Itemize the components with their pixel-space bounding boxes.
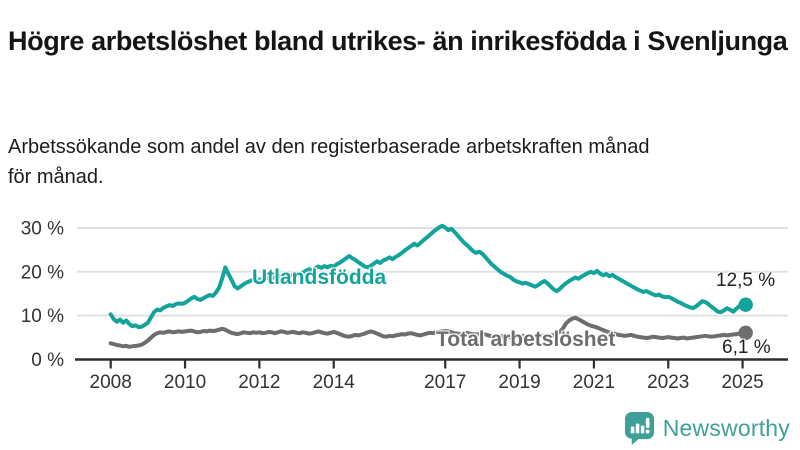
- end-value-label-total: 6,1 %: [722, 337, 771, 358]
- y-tick-label: 30 %: [21, 218, 64, 239]
- line-total-arbetsloshet: [108, 315, 748, 349]
- bar-chart-speech-bubble-icon: [624, 412, 654, 445]
- page-title: Högre arbetslöshet bland utrikes- än inr…: [8, 26, 788, 57]
- end-dot-utlandsfodda: [738, 297, 753, 312]
- x-tick-label: 2010: [164, 372, 206, 393]
- newsworthy-logo-text: Newsworthy: [662, 414, 790, 441]
- y-tick-label: 20 %: [21, 262, 64, 283]
- x-tick-label: 2019: [498, 372, 540, 393]
- end-value-label-utlandsfodda: 12,5 %: [716, 270, 776, 291]
- end-dot-total: [738, 325, 753, 340]
- line-utlandsfodda: [108, 223, 748, 330]
- x-tick-label: 2008: [90, 372, 132, 393]
- series-label-total-arbetsloshet: Total arbetslöshet: [436, 328, 616, 351]
- y-tick-label: 10 %: [21, 306, 64, 327]
- x-tick-label: 2021: [573, 372, 615, 393]
- x-tick-label: 2014: [313, 372, 356, 393]
- series-label-utlandsfodda: Utlandsfödda: [252, 266, 387, 289]
- x-tick-label: 2025: [721, 372, 763, 393]
- chart-subtitle: Arbetssökande som andel av den registerb…: [8, 136, 650, 188]
- newsworthy-logo[interactable]: Newsworthy: [624, 410, 790, 446]
- x-tick-label: 2017: [424, 372, 466, 393]
- x-tick-label: 2012: [238, 372, 280, 393]
- y-tick-label: 0 %: [31, 350, 64, 371]
- x-tick-label: 2023: [647, 372, 689, 393]
